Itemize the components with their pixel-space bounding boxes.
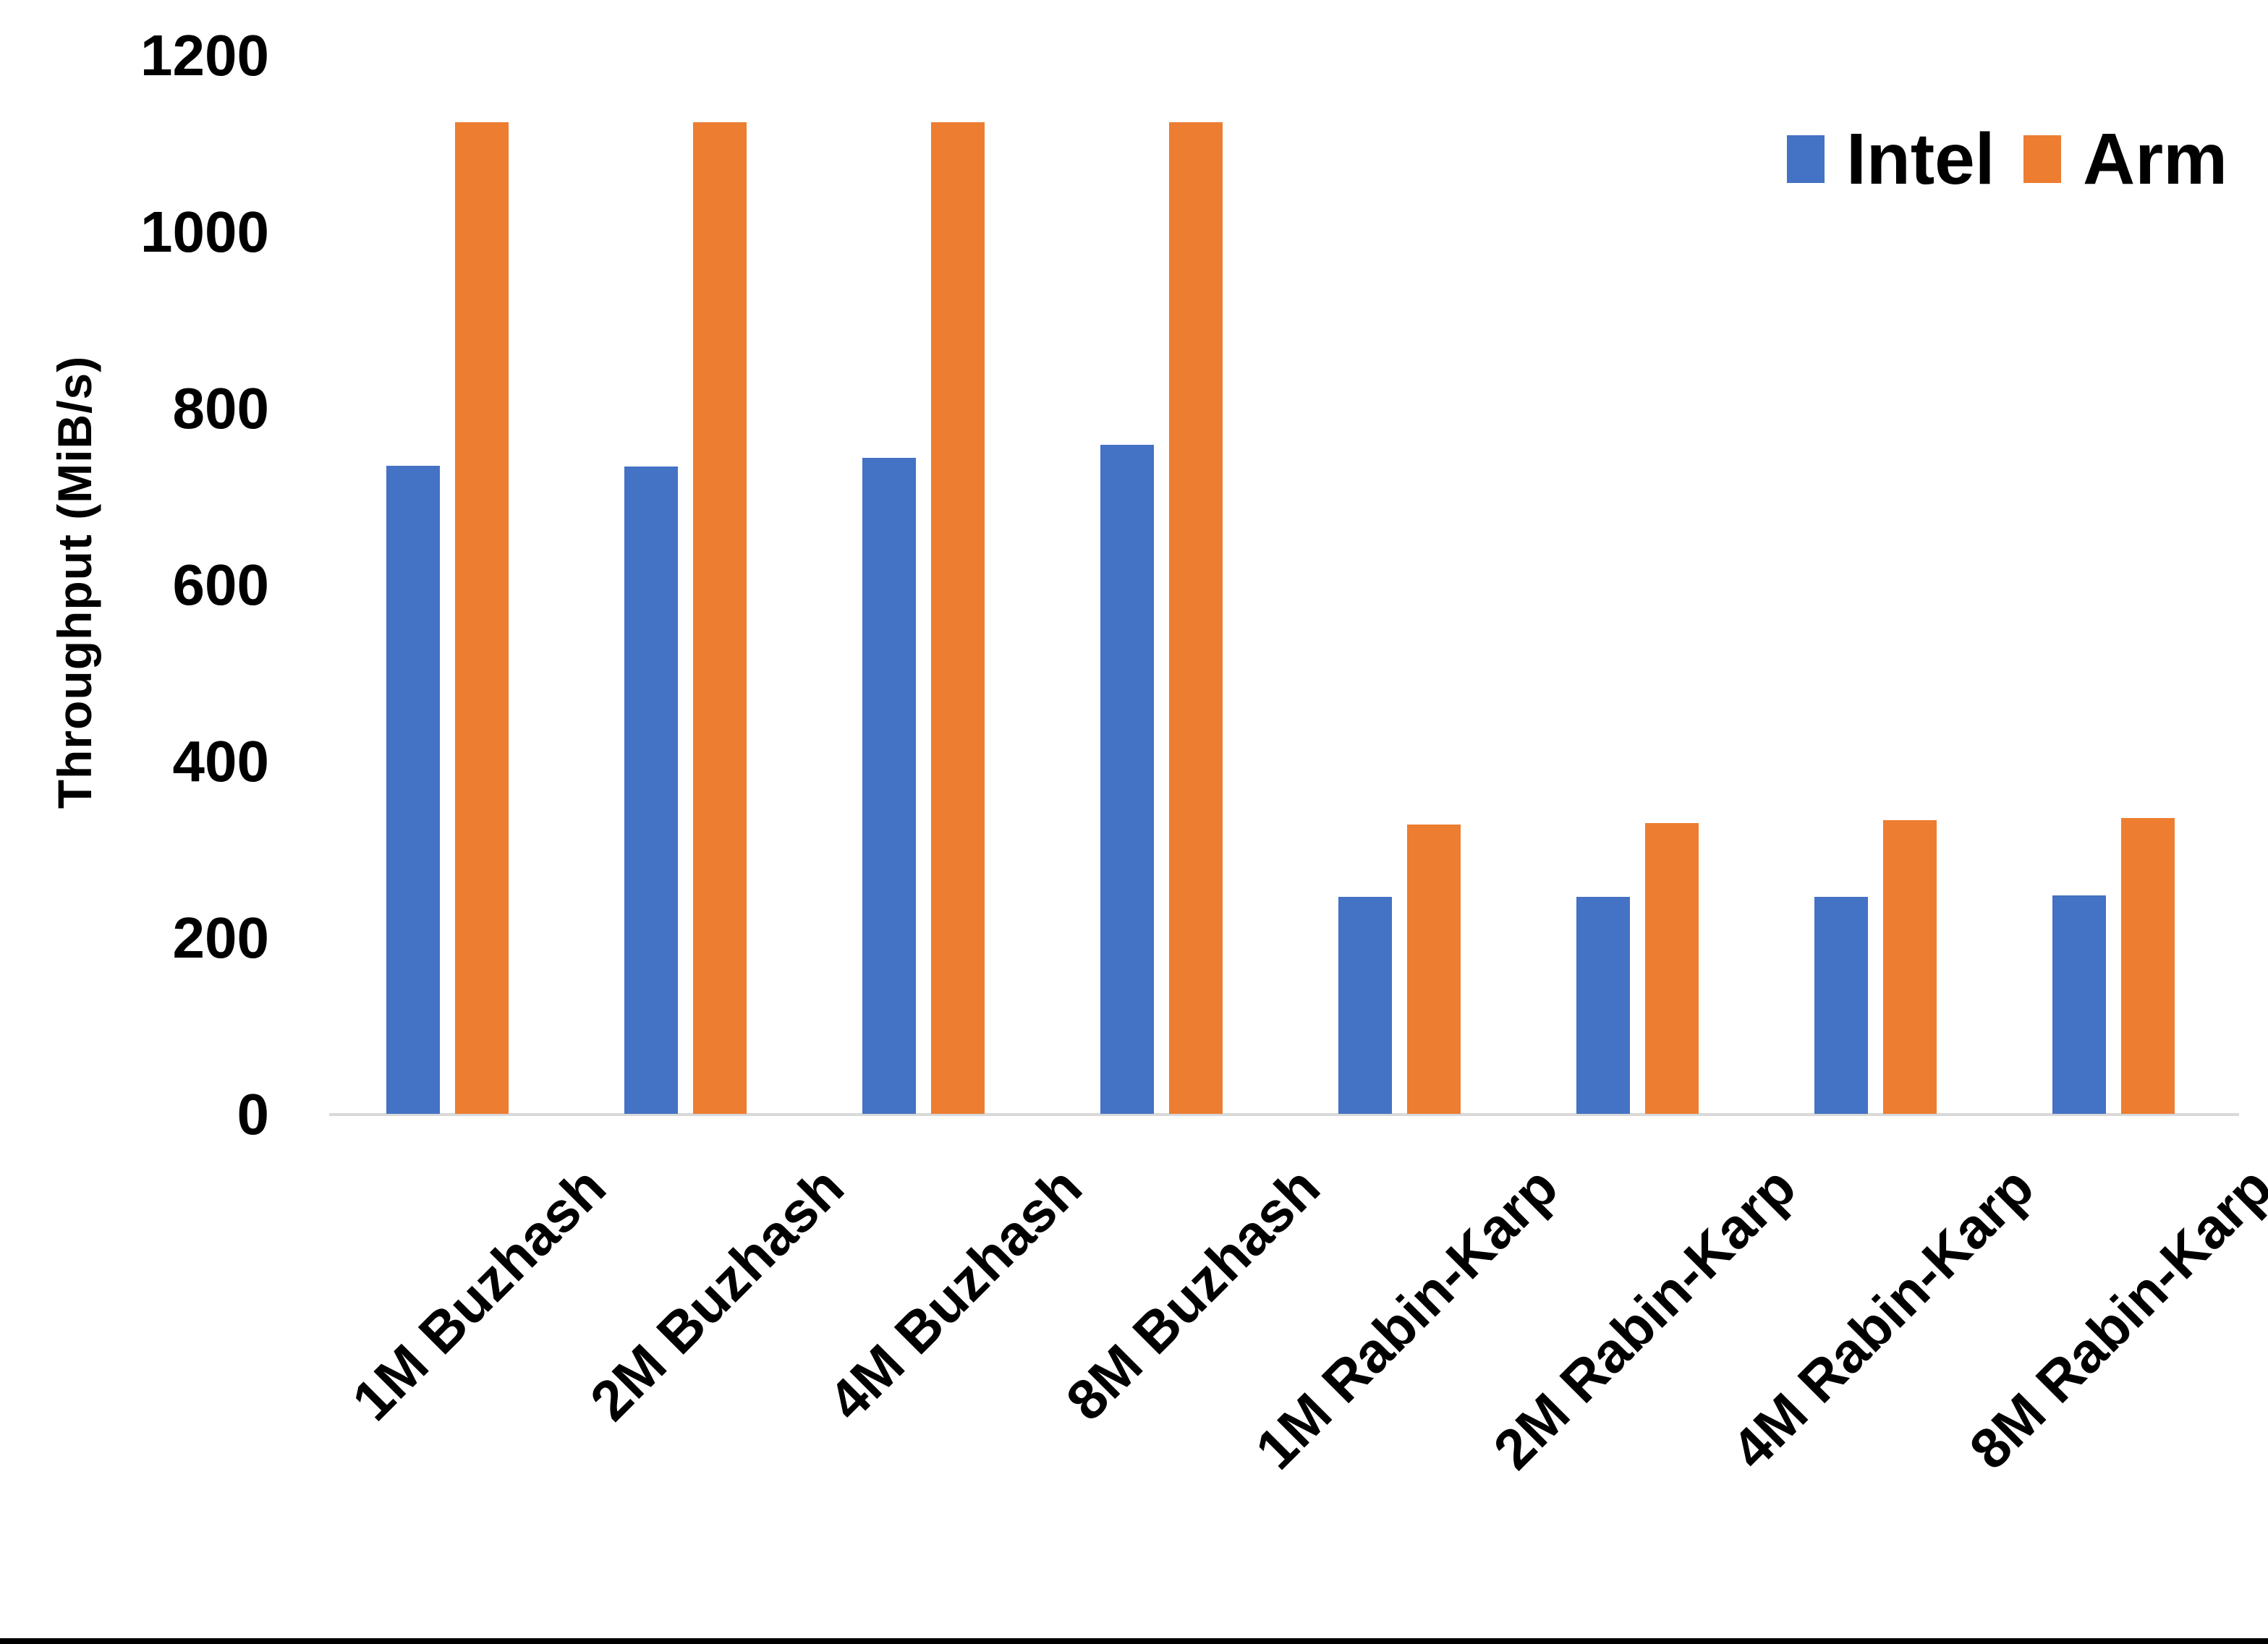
bottom-border — [0, 1638, 2268, 1644]
x-label-8m-buzhash: 8M Buzhash — [1053, 1154, 1332, 1433]
y-tick-label-200: 200 — [172, 905, 269, 970]
x-label-1m-buzhash: 1M Buzhash — [339, 1154, 618, 1433]
x-label-4m-rabin-karp: 4M Rabin-Karp — [1719, 1154, 2046, 1481]
bar-intel-8m-buzhash — [1100, 444, 1154, 1115]
y-tick-label-0: 0 — [237, 1081, 270, 1146]
bar-intel-4m-buzhash — [862, 457, 916, 1115]
y-tick-label-600: 600 — [172, 552, 269, 617]
legend-label-intel: Intel — [1846, 119, 1995, 200]
y-tick-label-800: 800 — [172, 375, 269, 440]
legend-swatch-intel — [1787, 135, 1825, 183]
bar-intel-4m-rabin-karp — [1814, 897, 1868, 1115]
bar-intel-2m-buzhash — [624, 467, 678, 1115]
y-tick-label-400: 400 — [172, 728, 269, 793]
y-tick-label-1000: 1000 — [140, 199, 269, 264]
bar-arm-1m-rabin-karp — [1406, 825, 1461, 1115]
bar-arm-1m-buzhash — [454, 122, 509, 1115]
bar-intel-2m-rabin-karp — [1576, 897, 1630, 1115]
legend-item-arm: Arm — [2023, 123, 2227, 195]
x-label-2m-rabin-karp: 2M Rabin-Karp — [1481, 1154, 1808, 1481]
bar-intel-8m-rabin-karp — [2052, 895, 2106, 1115]
x-label-4m-buzhash: 4M Buzhash — [815, 1154, 1094, 1433]
x-label-2m-buzhash: 2M Buzhash — [577, 1154, 856, 1433]
bar-intel-1m-rabin-karp — [1338, 897, 1392, 1115]
bar-arm-8m-rabin-karp — [2120, 817, 2175, 1115]
bar-intel-1m-buzhash — [386, 465, 440, 1115]
legend-swatch-arm — [2023, 135, 2061, 183]
legend-item-intel: Intel — [1787, 123, 1995, 195]
x-label-8m-rabin-karp: 8M Rabin-Karp — [1957, 1154, 2268, 1481]
bar-arm-4m-rabin-karp — [1882, 820, 1937, 1115]
bar-arm-4m-buzhash — [930, 122, 985, 1115]
x-axis-line — [329, 1113, 2239, 1116]
bar-arm-2m-buzhash — [692, 122, 747, 1115]
bar-arm-2m-rabin-karp — [1644, 822, 1699, 1115]
bar-arm-8m-buzhash — [1168, 122, 1223, 1115]
x-label-1m-rabin-karp: 1M Rabin-Karp — [1243, 1154, 1570, 1481]
y-tick-label-1200: 1200 — [140, 22, 269, 88]
legend-label-arm: Arm — [2083, 119, 2228, 200]
